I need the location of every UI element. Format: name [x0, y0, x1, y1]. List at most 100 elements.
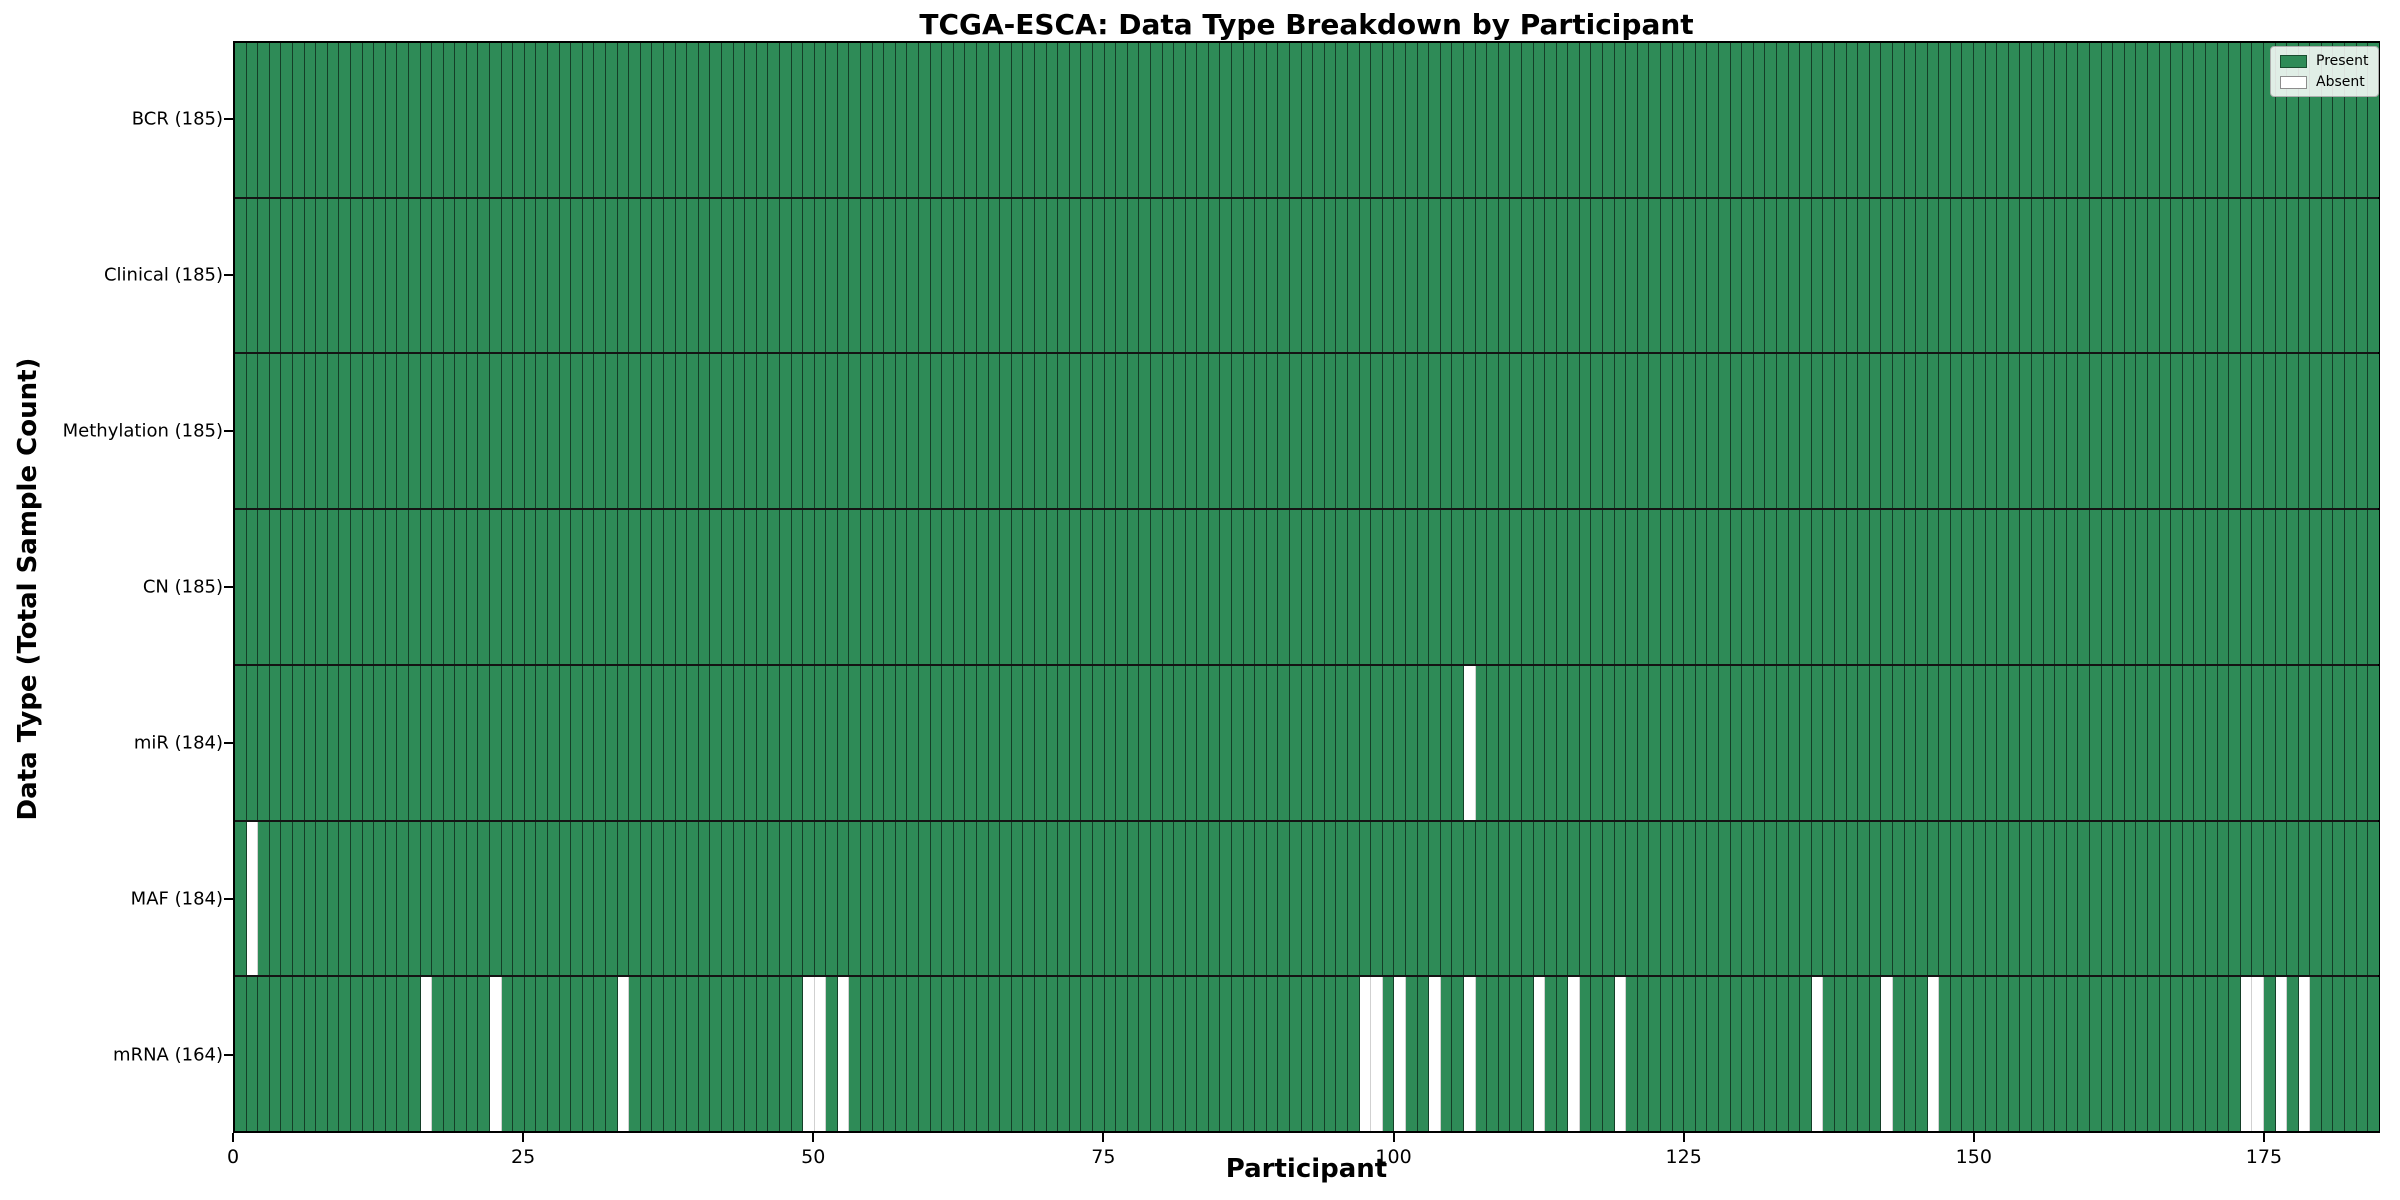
heatmap-cell	[1672, 665, 1685, 820]
heatmap-cell	[1916, 43, 1928, 197]
heatmap-cell	[1858, 43, 1870, 197]
heatmap-cell	[1046, 510, 1059, 664]
heatmap-cell	[698, 354, 711, 509]
heatmap-cell	[1834, 977, 1847, 1132]
heatmap-cell	[2240, 821, 2253, 976]
heatmap-cell	[1533, 665, 1546, 820]
heatmap-cell	[455, 977, 467, 1132]
heatmap-cell	[1023, 510, 1035, 664]
heatmap-cell	[1811, 354, 1824, 509]
heatmap-cell	[559, 977, 572, 1132]
heatmap-cell	[2136, 977, 2148, 1132]
heatmap-cell	[1348, 821, 1360, 976]
heatmap-cell	[2194, 510, 2206, 664]
heatmap-cell	[1684, 198, 1696, 353]
heatmap-cell	[1997, 977, 2009, 1132]
heatmap-cell	[1892, 43, 1905, 197]
heatmap-cell	[629, 43, 641, 197]
heatmap-cell	[2229, 665, 2241, 820]
heatmap-cell	[1916, 510, 1928, 664]
heatmap-cell	[919, 198, 931, 353]
heatmap-cell	[1695, 198, 1708, 353]
heatmap-cell	[721, 821, 734, 976]
heatmap-cell	[1939, 510, 1951, 664]
heatmap-cell	[1417, 977, 1430, 1132]
heatmap-cell	[1545, 198, 1557, 353]
heatmap-cell	[1545, 977, 1557, 1132]
heatmap-cell	[2124, 665, 2137, 820]
heatmap-cell	[1521, 43, 1534, 197]
heatmap-cell	[2008, 354, 2021, 509]
heatmap-cell	[942, 510, 954, 664]
heatmap-cell	[895, 43, 908, 197]
heatmap-cell	[1359, 821, 1372, 976]
heatmap-cell	[350, 821, 363, 976]
heatmap-cell	[1139, 977, 1151, 1132]
heatmap-cell	[1962, 198, 1975, 353]
heatmap-cell	[2182, 821, 2195, 976]
ytick-label-Clinical: Clinical (185)	[103, 264, 223, 286]
xtick-label-75: 75	[1091, 1146, 1116, 1168]
heatmap-cell	[1730, 977, 1743, 1132]
heatmap-cell	[1058, 977, 1070, 1132]
heatmap-cell	[1278, 198, 1291, 353]
heatmap-cell	[872, 821, 885, 976]
heatmap-cell	[1011, 977, 1024, 1132]
heatmap-cell	[327, 198, 340, 353]
heatmap-cell	[292, 510, 305, 664]
heatmap-cell	[1568, 43, 1580, 197]
heatmap-cell	[1892, 821, 1905, 976]
heatmap-cell	[350, 354, 363, 509]
heatmap-cell	[1092, 510, 1105, 664]
heatmap-cell	[374, 510, 386, 664]
heatmap-cell	[1371, 665, 1383, 820]
heatmap-cell	[269, 198, 282, 353]
heatmap-cell	[675, 977, 688, 1132]
heatmap-cell	[733, 821, 746, 976]
heatmap-cell	[1591, 43, 1604, 197]
heatmap-cell	[1939, 821, 1951, 976]
heatmap-cell	[1916, 354, 1928, 509]
heatmap-cell	[1104, 198, 1117, 353]
heatmap-cell	[1324, 43, 1337, 197]
heatmap-cell	[2055, 665, 2067, 820]
heatmap-cell	[1092, 665, 1105, 820]
heatmap-cell	[884, 510, 896, 664]
heatmap-cell	[1776, 977, 1789, 1132]
heatmap-cell	[1266, 43, 1279, 197]
heatmap-cell	[2356, 198, 2369, 353]
heatmap-cell	[756, 665, 769, 820]
heatmap-cell	[571, 198, 583, 353]
heatmap-cell	[1359, 510, 1372, 664]
heatmap-cell	[1962, 354, 1975, 509]
heatmap-cell	[2263, 665, 2276, 820]
heatmap-cell	[988, 198, 1001, 353]
heatmap-cell	[1301, 821, 1314, 976]
heatmap-cell	[1974, 821, 1986, 976]
heatmap-cell	[1266, 665, 1279, 820]
heatmap-cell	[1150, 354, 1163, 509]
heatmap-cell	[1997, 665, 2009, 820]
heatmap-cell	[1545, 43, 1557, 197]
heatmap-cell	[1626, 665, 1638, 820]
heatmap-cell	[2078, 510, 2090, 664]
heatmap-cell	[907, 977, 920, 1132]
heatmap-cell	[814, 821, 827, 976]
heatmap-cell	[2310, 354, 2322, 509]
heatmap-cell	[316, 354, 328, 509]
heatmap-cell	[559, 510, 572, 664]
heatmap-cell	[362, 510, 375, 664]
heatmap-cell	[1579, 977, 1592, 1132]
heatmap-cell	[524, 198, 537, 353]
heatmap-cell	[2310, 665, 2322, 820]
present-swatch-icon	[2280, 54, 2307, 68]
heatmap-cell	[745, 354, 757, 509]
heatmap-cell	[849, 354, 862, 509]
heatmap-cell	[803, 821, 815, 976]
heatmap-cell	[1568, 354, 1580, 509]
heatmap-cell	[2321, 510, 2334, 664]
heatmap-cell	[1521, 354, 1534, 509]
heatmap-cell	[2252, 821, 2264, 976]
heatmap-cell	[2240, 977, 2253, 1132]
heatmap-cell	[1661, 665, 1673, 820]
